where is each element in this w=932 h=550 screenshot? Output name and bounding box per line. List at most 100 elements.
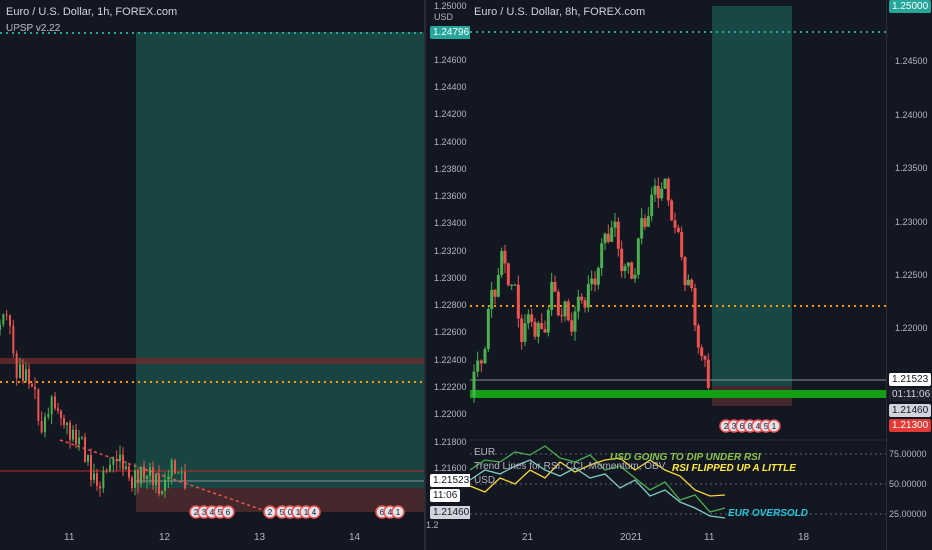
event-badge (221, 505, 235, 519)
support-line (470, 390, 886, 398)
candle-body (516, 284, 520, 319)
candle-body (580, 296, 584, 301)
candle-body (640, 218, 644, 239)
candle-body (184, 472, 186, 489)
candle-body (676, 227, 680, 232)
event-badge-label: 2 (268, 508, 273, 517)
candle-body (128, 466, 130, 478)
indicator-label[interactable]: UPSP v2.22 (6, 23, 61, 34)
eur-annotation: EUR OVERSOLD (728, 508, 809, 519)
indicator-label[interactable]: UPSP v2.22 (6, 23, 61, 34)
candle-body (563, 301, 567, 317)
candle-body (170, 460, 173, 477)
event-badge-label: 4 (388, 508, 393, 517)
osc-level-label: 50.00000 (889, 479, 927, 489)
candle-body (703, 356, 707, 360)
pane-divider[interactable] (424, 0, 426, 550)
candle-body (616, 221, 620, 249)
candle-body (483, 349, 487, 364)
candle-body (78, 437, 80, 445)
right-price-axis[interactable]: 1.25000 1.24500 1.24000 1.23500 1.23000 … (886, 0, 932, 550)
indicator-label[interactable]: UPSP v2.22 (6, 23, 61, 34)
event-badge-label: 1 (396, 508, 401, 517)
candle-body (25, 369, 27, 382)
candle-body (102, 470, 105, 489)
price-tick: 1.22200 (434, 382, 467, 392)
candle-body (636, 238, 640, 275)
event-badge (307, 505, 321, 519)
currency-label: USD (434, 12, 454, 22)
countdown-tag: 11:06 (430, 489, 461, 502)
candle-body (177, 472, 180, 474)
target-zone (712, 6, 792, 386)
right-candles (472, 176, 710, 403)
event-badge-label: 4 (312, 508, 317, 517)
price-tick: 1.23800 (434, 164, 467, 174)
candle-body (683, 257, 687, 286)
usd-annotation: USD GOING TO DIP UNDER RSI (610, 452, 761, 463)
rsi-annotation: RSI FLIPPED UP A LITTLE (672, 463, 796, 474)
osc-legend[interactable]: EUR (474, 447, 496, 458)
candle-body (643, 218, 647, 227)
time-tick: 11 (64, 532, 75, 543)
osc-level-label: 75.00000 (889, 449, 927, 459)
candle-body (63, 418, 65, 425)
price-tick: 1.23200 (434, 246, 467, 256)
candle-body (600, 243, 604, 269)
indicator-label[interactable]: UPSP v2.22 (6, 23, 61, 34)
time-tick: 18 (798, 532, 810, 543)
event-badge-label: 4 (756, 422, 761, 431)
candle-body (646, 216, 650, 227)
candle-body (87, 455, 89, 462)
candle-body (680, 231, 684, 258)
usd-osc-line (470, 457, 726, 497)
candle-body (164, 479, 166, 491)
candle-body (666, 178, 670, 201)
price-tick: 1.22500 (895, 270, 928, 280)
candle-body (620, 248, 624, 272)
candle-body (54, 396, 56, 409)
candle-body (520, 318, 524, 342)
price-tick: 1.24600 (434, 55, 467, 65)
candle-body (546, 309, 550, 333)
resistance-band (0, 358, 424, 364)
candle-body (586, 284, 590, 308)
candle-body (700, 347, 704, 357)
candle-body (146, 475, 148, 479)
candle-body (496, 274, 500, 297)
candle-body (180, 472, 183, 474)
candle-body (0, 324, 1, 330)
price-tick: 1.23500 (895, 163, 928, 173)
price-tick: 1.22000 (434, 409, 467, 419)
left-candles (0, 309, 186, 498)
osc-legend[interactable]: Trend Lines for RSI, CCI, Momentum, OBV (474, 461, 666, 472)
candle-body (125, 466, 127, 470)
candle-body (653, 185, 657, 195)
candle-body (613, 221, 617, 228)
candle-body (47, 414, 50, 417)
indicator-label[interactable]: UPSP v2.22 (6, 23, 61, 34)
candle-body (673, 220, 677, 228)
candle-body (603, 233, 607, 244)
candle-body (500, 250, 504, 275)
candle-body (96, 473, 98, 486)
candle-body (69, 422, 71, 440)
candle-body (34, 386, 36, 390)
left-price-axis[interactable]: 1.25000 USD 1.24796 1.24600 1.24400 1.24… (426, 0, 473, 550)
time-tick: 12 (159, 532, 171, 543)
event-badge (767, 419, 781, 433)
osc-level-label: 25.00000 (889, 509, 927, 519)
candle-body (533, 321, 537, 337)
candle-body (523, 323, 527, 342)
osc-legend[interactable]: USD (474, 475, 496, 486)
event-badge-label: 5 (764, 422, 769, 431)
event-badge-label: 1 (772, 422, 777, 431)
event-badge-label: 2 (194, 508, 199, 517)
event-badge-label: 3 (202, 508, 207, 517)
candle-body (573, 311, 577, 332)
